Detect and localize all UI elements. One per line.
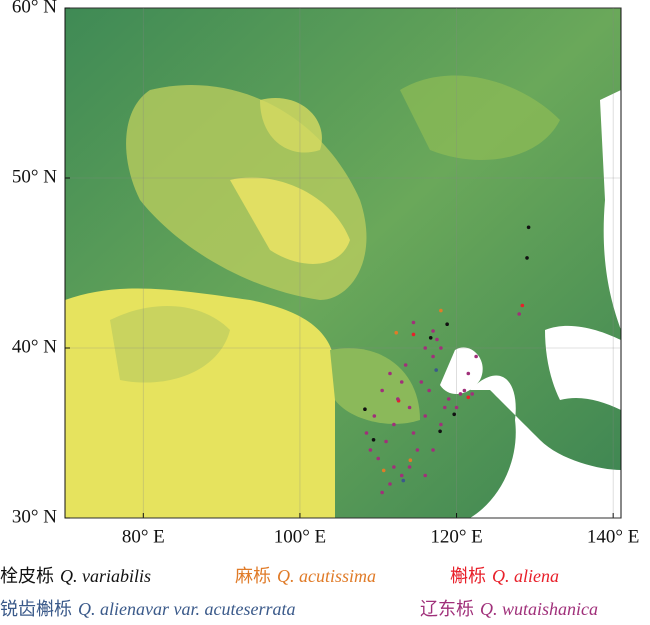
legend-label: 锐齿槲栎 [0,599,72,619]
occurrence-point [381,468,386,473]
occurrence-point [452,412,457,417]
occurrence-point [411,332,416,337]
occurrence-point [439,422,443,427]
occurrence-point [376,456,381,461]
occurrence-point [392,422,396,427]
occurrence-point [445,322,449,327]
occurrence-point [431,329,435,333]
occurrence-point [443,405,447,410]
occurrence-point [388,482,392,486]
occurrence-point [423,473,428,478]
legend-species: Q. wutaishanica [480,599,598,619]
occurrence-point [466,395,471,400]
occurrence-point [454,405,459,410]
occurrence-point [372,414,377,418]
x-tick-label: 80° E [122,526,165,547]
occurrence-point [407,465,412,469]
occurrence-point [399,473,404,478]
legend: 栓皮栎 Q. variabilis 麻栎 Q. acutissima 槲栎 Q. alie… [0,566,598,619]
legend-species: Q. variabilis [60,566,151,586]
occurrence-point [411,320,416,325]
x-tick-label: 120° E [430,526,482,547]
terrain [65,8,621,518]
occurrence-point [466,371,471,376]
legend-label: 麻栎 [235,566,271,586]
occurrence-point [423,414,428,418]
occurrence-point [439,308,443,313]
legend-entry: 辽东栎 Q. wutaishanica [420,599,598,619]
coast [600,90,621,330]
occurrence-point [407,405,412,410]
legend-species: Q. alienavar var. acuteserrata [78,599,295,619]
occurrence-point [396,397,400,401]
occurrence-point [439,346,443,350]
legend-entry: 麻栎 Q. acutissima [235,566,376,586]
legend-label: 槲栎 [450,566,486,586]
occurrence-point [458,392,463,396]
y-tick-label: 50° N [12,166,57,187]
occurrence-point [371,438,376,442]
axes: 80° E 100° E 120° E 140° E 30° N 40° N 50° N 60… [12,0,639,547]
occurrence-point [419,380,424,384]
occurrence-point [380,388,384,393]
occurrence-point [401,478,406,483]
occurrence-point [403,363,408,367]
gobi [230,177,350,264]
loess [330,348,420,424]
occurrence-point [427,388,431,393]
y-tick-label: 40° N [12,336,57,357]
occurrence-point [384,439,388,444]
basin [110,306,230,383]
occurrence-point [363,407,367,412]
occurrence-point [526,225,531,230]
occurrence-point [428,336,433,340]
occurrence-point [517,312,521,316]
occurrence-point [446,397,451,401]
legend-species: Q. aliena [492,566,559,586]
occurrence-point [520,303,525,308]
occurrence-point [431,448,435,452]
legend-label: 栓皮栎 [0,566,54,586]
map-frame [64,7,622,519]
occurrence-point [462,388,467,393]
highland [260,98,322,153]
north-plain [400,75,560,160]
occurrence-point [380,490,384,495]
occurrence-point [435,337,439,342]
occurrence-point [423,346,428,350]
occurrence-point [364,431,369,435]
occurrence-point [394,330,399,335]
yellow-sea [470,375,621,518]
legend-label: 辽东栎 [420,599,474,619]
points [363,225,531,495]
occurrence-point [431,354,435,359]
occurrence-point [399,380,404,384]
occurrence-point [392,465,396,469]
occurrence-point [368,448,373,452]
occurrence-point [438,429,442,434]
occurrence-point [525,256,529,260]
occurrence-point [415,448,420,452]
bohai-sea [440,347,483,395]
occurrence-point [474,354,478,359]
legend-entry: 锐齿槲栎 Q. alienavar var. acuteserrata [0,599,295,619]
occurrence-point [388,371,392,376]
x-tick-label: 100° E [274,526,326,547]
occurrence-point [411,431,416,435]
legend-entry: 栓皮栎 Q. variabilis [0,566,151,586]
x-tick-label: 140° E [587,526,639,547]
occurrence-point [470,392,475,396]
occurrence-point [434,368,438,372]
legend-species: Q. acutissima [277,566,376,586]
y-tick-label: 60° N [12,0,57,17]
occurrence-point [408,458,413,463]
sea-of-japan [545,325,621,410]
y-tick-label: 30° N [12,506,57,527]
legend-entry: 槲栎 Q. aliena [450,566,559,586]
